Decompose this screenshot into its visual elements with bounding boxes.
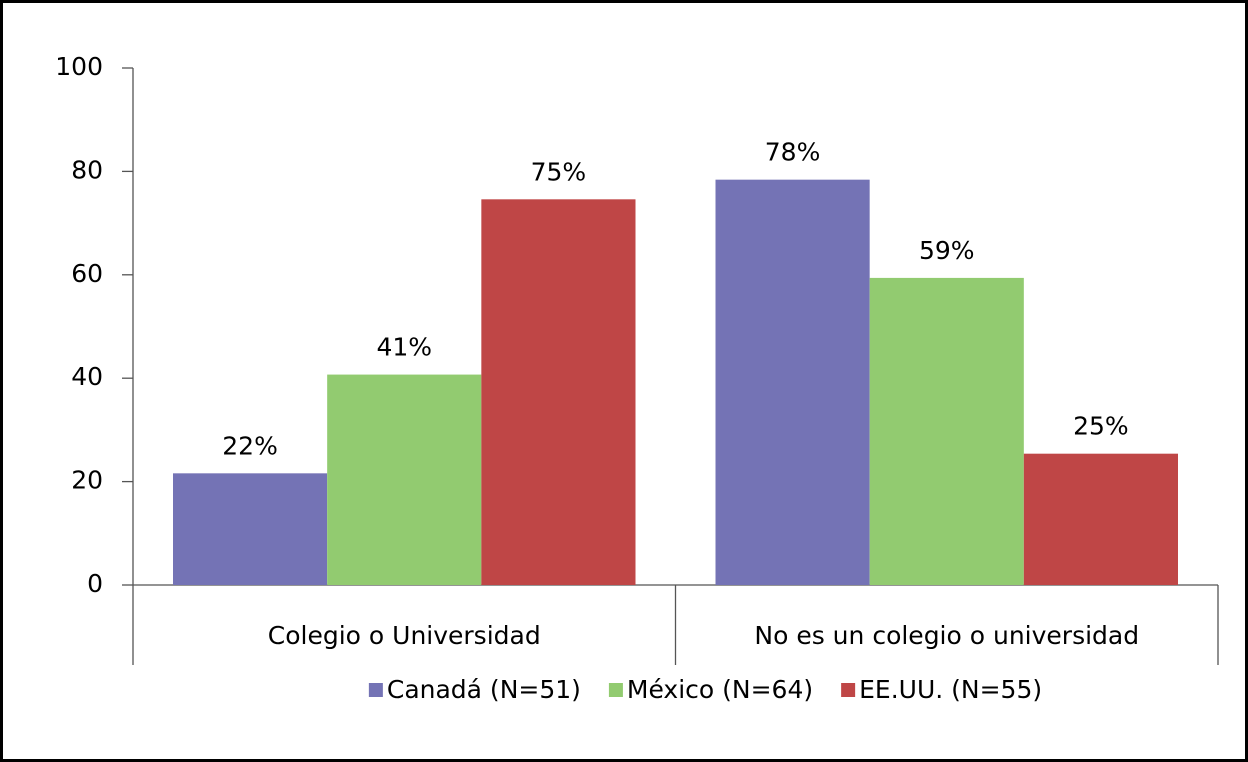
bar [481, 199, 636, 585]
data-label: 22% [222, 431, 278, 460]
y-tick-label: 80 [71, 155, 103, 184]
x-tick-label: No es un colegio o universidad [754, 621, 1139, 650]
data-label: 75% [531, 157, 587, 186]
data-label: 41% [376, 333, 432, 362]
bar [327, 374, 482, 585]
bar [173, 473, 328, 585]
y-tick-label: 20 [71, 466, 103, 495]
legend-label: Canadá (N=51) [387, 675, 581, 704]
bar [1023, 453, 1178, 585]
bar [869, 277, 1024, 585]
x-tick-label: Colegio o Universidad [268, 621, 541, 650]
legend-swatch [841, 683, 856, 697]
legend-label: México (N=64) [627, 675, 813, 704]
legend-label: EE.UU. (N=55) [859, 675, 1042, 704]
y-tick-label: 60 [71, 259, 103, 288]
legend-swatch [368, 683, 383, 697]
y-tick-label: 0 [87, 569, 103, 598]
data-label: 25% [1073, 412, 1129, 441]
legend-swatch [608, 683, 623, 697]
data-label: 78% [765, 138, 821, 167]
bar [715, 179, 870, 585]
y-tick-label: 100 [55, 52, 103, 81]
data-label: 59% [919, 236, 975, 265]
y-tick-label: 40 [71, 362, 103, 391]
